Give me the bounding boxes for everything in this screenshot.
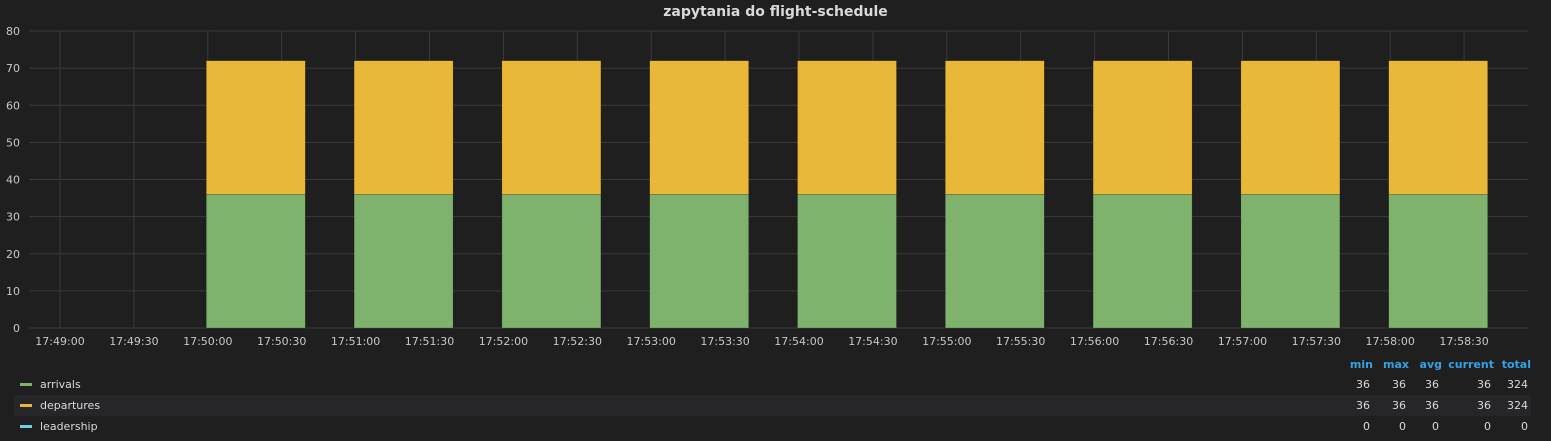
bar-departures-17:57:00 [1240, 60, 1341, 195]
bar-arrivals-17:53:00 [649, 194, 749, 329]
legend-series-name[interactable]: leadership [40, 420, 98, 433]
legend-value-avg: 36 [1425, 399, 1439, 412]
legend-value-min: 36 [1356, 399, 1370, 412]
bar-arrivals-17:56:00 [1092, 194, 1193, 329]
y-tick-label: 60 [6, 99, 20, 112]
y-tick-label: 0 [13, 322, 20, 335]
legend-header-total[interactable]: total [1501, 358, 1531, 371]
x-tick-label: 17:49:00 [35, 335, 84, 348]
legend-row-leadership[interactable]: leadership 0 0 0 0 0 [14, 416, 1531, 437]
x-tick-label: 17:55:30 [996, 335, 1045, 348]
stacked-bar-chart: 0 10 20 30 40 50 60 70 80 17:49:00 17:49:30 17:50:0… [6, 25, 1528, 348]
legend-value-avg: 0 [1432, 420, 1439, 433]
departures-color-swatch[interactable] [20, 404, 32, 407]
x-tick-label: 17:56:00 [1070, 335, 1119, 348]
bar-departures-17:58:00 [1388, 60, 1488, 195]
legend-series-name[interactable]: departures [40, 399, 101, 412]
legend-value-min: 0 [1363, 420, 1370, 433]
bar-departures-17:54:00 [797, 60, 897, 195]
leadership-color-swatch[interactable] [20, 425, 32, 428]
x-tick-label: 17:50:30 [257, 335, 306, 348]
x-tick-label: 17:55:00 [922, 335, 971, 348]
x-tick-label: 17:52:00 [479, 335, 528, 348]
x-tick-label: 17:56:30 [1144, 335, 1193, 348]
legend-header-max[interactable]: max [1383, 358, 1409, 371]
y-tick-label: 10 [6, 285, 20, 298]
bar-departures-17:50:00 [206, 60, 306, 195]
x-tick-label: 17:52:30 [553, 335, 602, 348]
legend-row-departures[interactable]: departures 36 36 36 36 324 [14, 395, 1531, 416]
legend-value-total: 324 [1507, 378, 1528, 391]
y-tick-label: 40 [6, 174, 20, 187]
legend-series-name[interactable]: arrivals [40, 378, 81, 391]
bar-arrivals-17:58:00 [1388, 194, 1488, 329]
legend-header: min max avg current total [1347, 358, 1531, 372]
x-tick-label: 17:54:30 [848, 335, 897, 348]
x-tick-label: 17:51:00 [331, 335, 380, 348]
legend-header-min[interactable]: min [1349, 358, 1373, 371]
x-tick-label: 17:51:30 [405, 335, 454, 348]
y-tick-label: 30 [6, 211, 20, 224]
y-tick-label: 50 [6, 136, 20, 149]
bar-arrivals-17:57:00 [1240, 194, 1341, 329]
legend-value-avg: 36 [1425, 378, 1439, 391]
x-tick-label: 17:49:30 [109, 335, 158, 348]
x-tick-label: 17:50:00 [183, 335, 232, 348]
x-tick-label: 17:57:30 [1292, 335, 1341, 348]
bar-arrivals-17:55:00 [945, 194, 1045, 329]
legend-value-current: 0 [1484, 420, 1491, 433]
legend-value-current: 36 [1477, 399, 1491, 412]
arrivals-color-swatch[interactable] [20, 383, 32, 386]
y-tick-label: 20 [6, 248, 20, 261]
legend-value-total: 0 [1521, 420, 1528, 433]
bar-departures-17:55:00 [945, 60, 1045, 195]
y-tick-label: 80 [6, 25, 20, 38]
bar-arrivals-17:50:00 [206, 194, 306, 329]
bar-departures-17:52:00 [501, 60, 602, 195]
legend-value-max: 0 [1399, 420, 1406, 433]
x-tick-label: 17:58:00 [1365, 335, 1414, 348]
x-tick-label: 17:58:30 [1439, 335, 1488, 348]
x-tick-label: 17:57:00 [1218, 335, 1267, 348]
legend-value-current: 36 [1477, 378, 1491, 391]
y-tick-label: 70 [6, 62, 20, 75]
bar-arrivals-17:54:00 [797, 194, 897, 329]
bar-departures-17:56:00 [1092, 60, 1193, 195]
bar-departures-17:53:00 [649, 60, 749, 195]
legend-value-max: 36 [1392, 378, 1406, 391]
bar-arrivals-17:52:00 [501, 194, 602, 329]
x-tick-label: 17:53:30 [700, 335, 749, 348]
legend-row-arrivals[interactable]: arrivals 36 36 36 36 324 [14, 374, 1531, 395]
x-tick-label: 17:53:00 [626, 335, 675, 348]
bar-arrivals-17:51:00 [353, 194, 454, 329]
x-tick-label: 17:54:00 [774, 335, 823, 348]
legend-value-total: 324 [1507, 399, 1528, 412]
legend-value-max: 36 [1392, 399, 1406, 412]
legend-header-current[interactable]: current [1448, 358, 1494, 371]
bar-departures-17:51:00 [353, 60, 454, 195]
legend-header-avg[interactable]: avg [1419, 358, 1442, 371]
legend-value-min: 36 [1356, 378, 1370, 391]
panel-title: zapytania do flight-schedule [663, 4, 888, 20]
